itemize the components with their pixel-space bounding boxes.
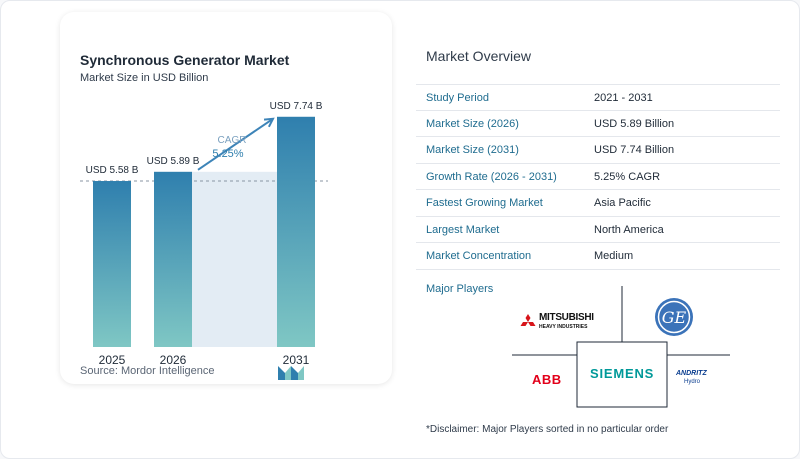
bar xyxy=(277,116,315,347)
overview-row-value: North America xyxy=(594,223,664,236)
overview-row: Fastest Growing Market Asia Pacific xyxy=(416,190,780,217)
ge-logo: GE xyxy=(655,298,693,336)
cagr-arrow xyxy=(197,117,274,171)
x-tick-label: 2026 xyxy=(160,353,187,367)
mordor-intelligence-logo xyxy=(278,366,304,380)
overview-row-value: Medium xyxy=(594,250,634,262)
bar xyxy=(93,181,131,347)
siemens-logo: SIEMENS xyxy=(590,366,655,381)
mitsubishi-diamonds-icon xyxy=(520,314,536,326)
overview-row: Study Period 2021 - 2031 xyxy=(416,84,780,111)
mitsubishi-name: MITSUBISHI xyxy=(539,312,594,323)
overview-title: Market Overview xyxy=(426,48,532,64)
overview-row-label: Market Size (2026) xyxy=(426,117,519,130)
overview-row-label: Largest Market xyxy=(426,223,500,236)
major-players-title: Major Players xyxy=(426,283,494,295)
overview-row-label: Study Period xyxy=(426,92,489,104)
bar-data-label: USD 5.89 B xyxy=(147,156,200,167)
overview-row: Market Size (2026) USD 5.89 Billion xyxy=(416,111,780,137)
ge-logo-text: GE xyxy=(662,308,687,327)
chart-subtitle: Market Size in USD Billion xyxy=(80,72,209,84)
chart-title: Synchronous Generator Market xyxy=(80,52,290,68)
overview-row: Market Size (2031) USD 7.74 Billion xyxy=(416,137,780,164)
cagr-label: CAGR xyxy=(218,135,247,146)
disclaimer: *Disclaimer: Major Players sorted in no … xyxy=(426,424,669,435)
overview-row-label: Fastest Growing Market xyxy=(426,197,543,209)
overview-row: Growth Rate (2026 - 2031) 5.25% CAGR xyxy=(416,164,780,190)
bar-data-label: USD 5.58 B xyxy=(86,165,139,176)
overview-row: Largest Market North America xyxy=(416,217,780,243)
overview-row: Market Concentration Medium xyxy=(416,243,780,270)
growth-shade xyxy=(192,171,277,347)
andritz-name: ANDRITZ xyxy=(676,370,707,377)
andritz-subname: Hydro xyxy=(684,379,701,385)
source-note: Source: Mordor Intelligence xyxy=(80,365,215,377)
andritz-logo: ANDRITZ Hydro xyxy=(676,370,726,390)
chart-card: Synchronous Generator Market Market Size… xyxy=(60,12,392,384)
cagr-arrowhead xyxy=(263,117,275,128)
overview-row-value: USD 5.89 Billion xyxy=(594,117,675,130)
overview-row-label: Market Size (2031) xyxy=(426,144,519,156)
abb-logo: ABB xyxy=(532,372,562,387)
mitsubishi-subname: HEAVY INDUSTRIES xyxy=(539,324,588,330)
overview-row-value: 5.25% CAGR xyxy=(594,170,661,183)
overview-row-value: USD 7.74 Billion xyxy=(594,144,675,156)
x-tick-label: 2031 xyxy=(283,353,310,367)
mitsubishi-logo: MITSUBISHI HEAVY INDUSTRIES xyxy=(520,310,612,334)
bar-data-label: USD 7.74 B xyxy=(270,101,323,112)
x-tick-label: 2025 xyxy=(99,353,126,367)
bar-chart: USD 5.58 B 2025 USD 5.89 B 2026 USD 7.74 B 20… xyxy=(80,101,328,367)
overview-table: Study Period 2021 - 2031 Market Size (2026… xyxy=(416,84,780,270)
overview-row-value: Asia Pacific xyxy=(594,197,651,209)
overview-row-label: Growth Rate (2026 - 2031) xyxy=(426,170,557,183)
overview-row-label: Market Concentration xyxy=(426,250,532,262)
overview-row-value: 2021 - 2031 xyxy=(594,92,653,104)
bar xyxy=(154,171,192,347)
cagr-value: 5.25% xyxy=(212,148,243,160)
